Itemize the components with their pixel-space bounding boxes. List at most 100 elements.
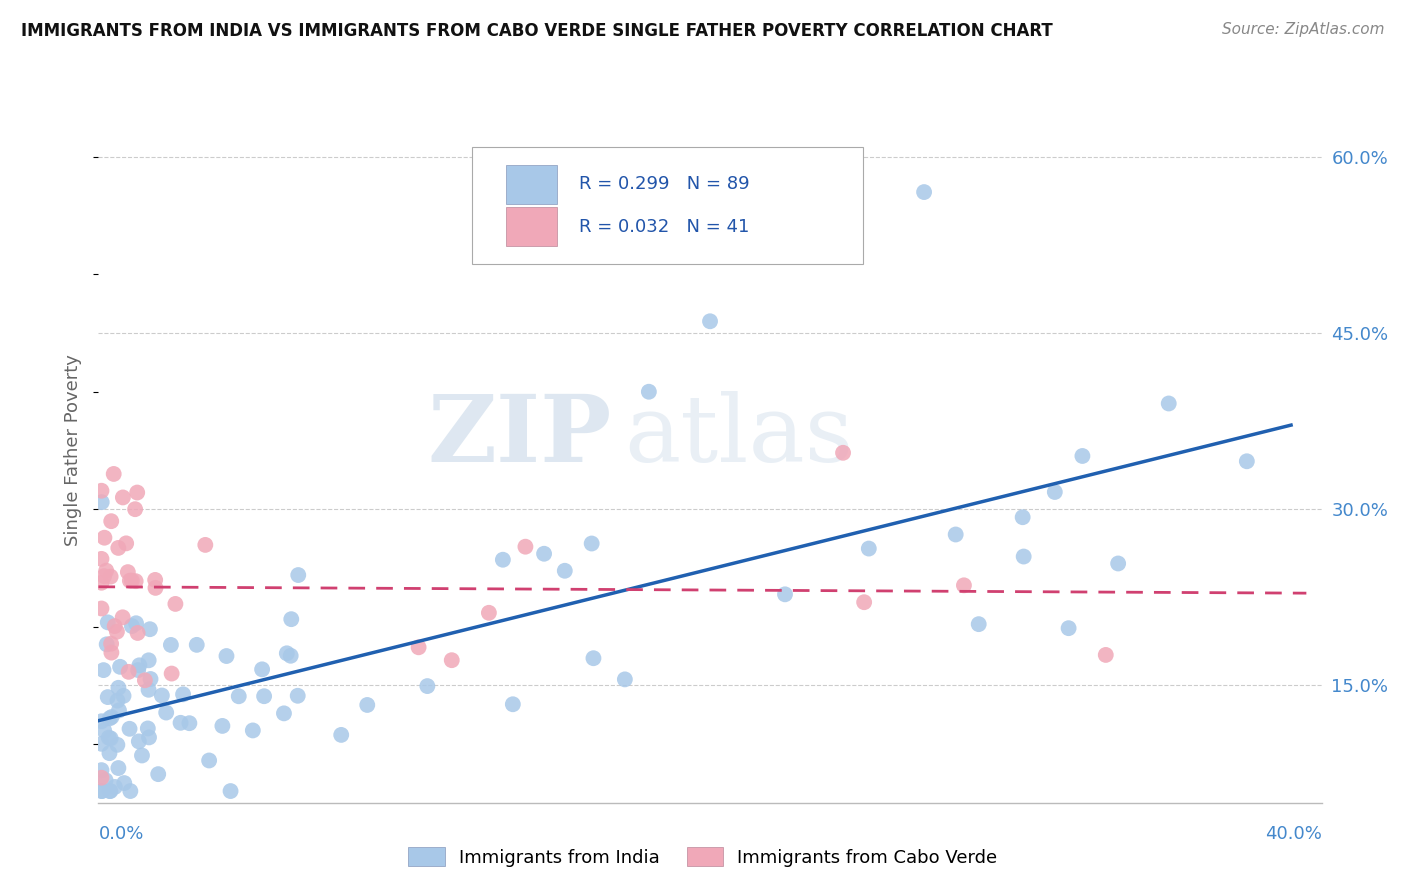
Point xyxy=(100,637,122,651)
Point xyxy=(253,690,276,704)
Point xyxy=(121,619,143,633)
Point xyxy=(121,574,143,588)
Point xyxy=(100,646,122,660)
Point xyxy=(533,547,555,561)
Point xyxy=(287,689,309,703)
Point xyxy=(165,597,187,611)
Point xyxy=(97,690,120,704)
Point xyxy=(111,491,134,505)
Text: atlas: atlas xyxy=(624,392,853,482)
Point xyxy=(582,651,605,665)
Point xyxy=(172,687,194,701)
Text: ZIP: ZIP xyxy=(427,392,612,482)
Point xyxy=(98,784,121,798)
Point xyxy=(276,646,298,660)
Point xyxy=(108,703,131,717)
Point xyxy=(186,638,208,652)
Point xyxy=(138,682,160,697)
Point xyxy=(128,658,150,673)
Point xyxy=(945,527,967,541)
Text: IMMIGRANTS FROM INDIA VS IMMIGRANTS FROM CABO VERDE SINGLE FATHER POVERTY CORREL: IMMIGRANTS FROM INDIA VS IMMIGRANTS FROM… xyxy=(21,22,1053,40)
Point xyxy=(228,690,250,704)
Text: Source: ZipAtlas.com: Source: ZipAtlas.com xyxy=(1222,22,1385,37)
Point xyxy=(953,578,976,592)
Text: 40.0%: 40.0% xyxy=(1265,825,1322,843)
Point xyxy=(148,767,170,781)
Point xyxy=(211,719,233,733)
Point xyxy=(107,541,129,555)
Point xyxy=(90,771,112,785)
Point xyxy=(120,784,142,798)
Point xyxy=(108,660,131,674)
Point xyxy=(127,626,149,640)
Bar xyxy=(506,207,557,246)
Point xyxy=(90,483,112,498)
Point xyxy=(98,711,121,725)
Point xyxy=(1094,648,1116,662)
Point xyxy=(97,731,120,745)
Point xyxy=(219,784,242,798)
Point xyxy=(273,706,295,721)
Point xyxy=(107,761,129,775)
Y-axis label: Single Father Poverty: Single Father Poverty xyxy=(65,354,83,547)
Point xyxy=(143,573,166,587)
Point xyxy=(127,663,149,677)
Point xyxy=(93,569,115,583)
Point xyxy=(1043,485,1066,500)
Point xyxy=(194,538,217,552)
Point xyxy=(118,665,141,679)
Point xyxy=(93,531,115,545)
Point xyxy=(773,587,796,601)
Point xyxy=(554,564,576,578)
Point xyxy=(100,569,122,583)
Point xyxy=(107,681,129,695)
Point xyxy=(408,640,430,655)
Point xyxy=(90,763,112,777)
Point xyxy=(91,784,114,798)
Point xyxy=(440,653,463,667)
Point xyxy=(115,536,138,550)
Point xyxy=(1157,396,1180,410)
Point xyxy=(637,384,661,399)
Point xyxy=(416,679,439,693)
Point xyxy=(356,698,378,712)
Point xyxy=(117,565,139,579)
Point xyxy=(287,568,309,582)
Point xyxy=(107,693,129,707)
Text: R = 0.299   N = 89: R = 0.299 N = 89 xyxy=(579,176,749,194)
FancyBboxPatch shape xyxy=(471,147,863,264)
Point xyxy=(96,637,118,651)
Point xyxy=(198,754,221,768)
Point xyxy=(90,575,112,590)
Point xyxy=(139,622,162,636)
Point xyxy=(1011,510,1033,524)
Point xyxy=(112,689,135,703)
Point xyxy=(179,716,201,731)
Point xyxy=(242,723,264,738)
Point xyxy=(478,606,501,620)
Point xyxy=(111,610,134,624)
Point xyxy=(515,540,537,554)
Point xyxy=(858,541,880,556)
Point xyxy=(330,728,353,742)
Point xyxy=(492,553,515,567)
Point xyxy=(502,698,524,712)
Point xyxy=(90,714,112,729)
Point xyxy=(280,612,302,626)
Point xyxy=(155,706,177,720)
Point xyxy=(145,581,167,595)
Point xyxy=(104,780,127,794)
Text: 0.0%: 0.0% xyxy=(98,825,143,843)
Point xyxy=(699,314,721,328)
Point xyxy=(280,648,302,663)
Point xyxy=(90,495,112,509)
Point xyxy=(100,731,122,746)
Point xyxy=(1057,621,1080,635)
Text: R = 0.032   N = 41: R = 0.032 N = 41 xyxy=(579,218,749,235)
Point xyxy=(1012,549,1035,564)
Point xyxy=(250,662,273,676)
Point xyxy=(1071,449,1094,463)
Point xyxy=(967,617,990,632)
Point xyxy=(131,748,153,763)
Point xyxy=(103,467,125,481)
